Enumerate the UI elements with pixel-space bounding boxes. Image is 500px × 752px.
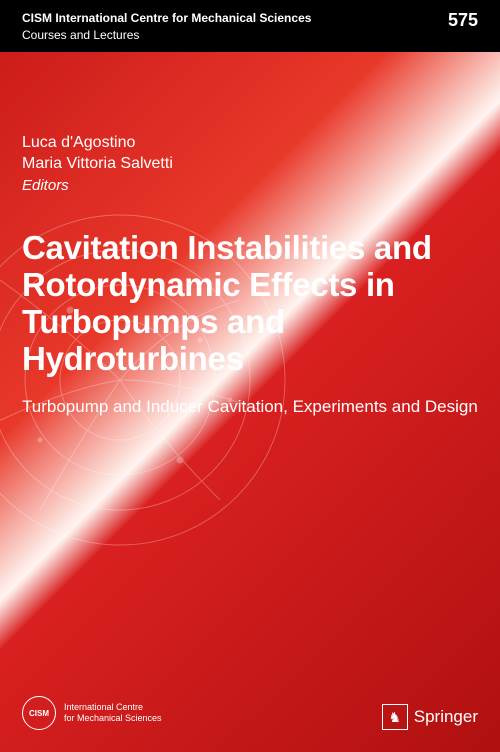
editor-name: Luca d'Agostino: [22, 132, 478, 154]
cism-logo: CISM International Centre for Mechanical…: [22, 696, 162, 730]
book-cover: CISM International Centre for Mechanical…: [0, 0, 500, 752]
cism-text-line: for Mechanical Sciences: [64, 713, 162, 724]
volume-number: 575: [448, 10, 478, 31]
cism-text-line: International Centre: [64, 702, 162, 713]
editor-list: Luca d'Agostino Maria Vittoria Salvetti …: [22, 132, 478, 197]
cism-seal-text: CISM: [29, 709, 49, 718]
springer-horse-icon: ♞: [382, 704, 408, 730]
publisher-name: Springer: [414, 707, 478, 727]
header-bar: CISM International Centre for Mechanical…: [0, 0, 500, 52]
cism-logo-text: International Centre for Mechanical Scie…: [64, 702, 162, 724]
series-info: CISM International Centre for Mechanical…: [22, 10, 311, 44]
cism-seal-icon: CISM: [22, 696, 56, 730]
content-area: Luca d'Agostino Maria Vittoria Salvetti …: [0, 52, 500, 419]
book-subtitle: Turbopump and Inducer Cavitation, Experi…: [22, 396, 478, 418]
horse-glyph: ♞: [388, 709, 401, 726]
editor-name: Maria Vittoria Salvetti: [22, 153, 478, 175]
series-title: CISM International Centre for Mechanical…: [22, 10, 311, 27]
footer: CISM International Centre for Mechanical…: [22, 696, 478, 730]
series-subtitle: Courses and Lectures: [22, 27, 311, 44]
book-title: Cavitation Instabilities and Rotordynami…: [22, 230, 478, 378]
springer-logo: ♞ Springer: [382, 704, 478, 730]
editor-role: Editors: [22, 177, 69, 194]
